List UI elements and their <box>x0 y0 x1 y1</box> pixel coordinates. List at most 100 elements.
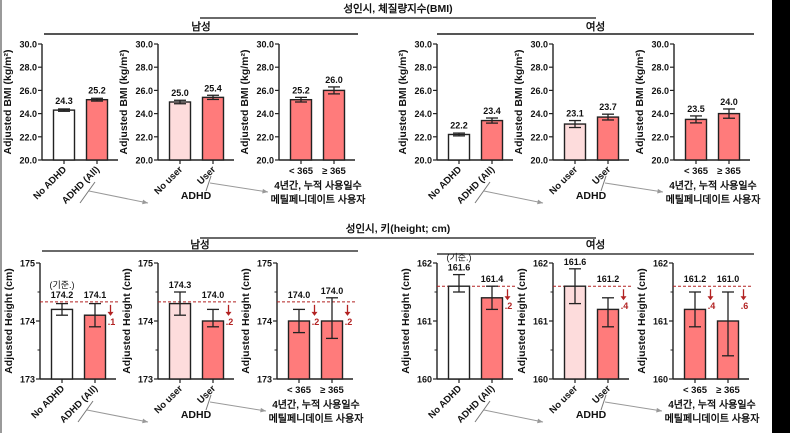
y-tick-label: 162 <box>533 259 548 269</box>
y-tick-label: 24.0 <box>651 109 669 119</box>
drop-arrow-head <box>620 296 627 301</box>
y-tick-label: 20.0 <box>256 156 274 166</box>
connector-arrow-head <box>260 407 266 413</box>
y-tick-label: 20.0 <box>135 156 153 166</box>
y-tick-label: 26.0 <box>651 86 669 96</box>
value-label: 174.0 <box>202 290 225 300</box>
x-axis-title: ADHD <box>576 409 607 421</box>
y-axis-label: Adjusted BMI (kg/m²) <box>118 50 130 155</box>
y-tick-label: 160 <box>653 375 668 385</box>
x-axis-title: ADHD <box>181 190 212 202</box>
y-axis-label: Adjusted BMI (kg/m²) <box>513 50 525 155</box>
drop-value: .2 <box>312 317 320 327</box>
y-tick-label: 30.0 <box>256 40 274 50</box>
x-axis-title: 4년간, 누적 사용일수 <box>669 179 757 192</box>
x-axis-title-2: 메틸페니데이트 사용자 <box>665 412 761 425</box>
value-label: 23.7 <box>599 102 617 112</box>
connector-arrow <box>86 409 149 423</box>
y-tick-label: 26.0 <box>19 86 37 96</box>
y-tick-label: 20.0 <box>19 156 37 166</box>
section-title: 성인시, 체질량지수(BMI) <box>343 2 452 15</box>
connector-arrow <box>209 182 269 193</box>
y-tick-label: 24.0 <box>135 109 153 119</box>
bar <box>322 89 346 161</box>
y-tick-label: 161 <box>417 317 432 327</box>
value-label: 25.2 <box>292 85 310 95</box>
figure-frame <box>0 0 772 433</box>
y-tick-label: 22.0 <box>651 132 669 142</box>
y-axis-label: Adjusted Height (cm) <box>3 268 15 374</box>
x-axis-title-2: 메틸페니데이트 사용자 <box>269 412 365 425</box>
label-underline <box>600 394 607 411</box>
y-tick-label: 22.0 <box>530 132 548 142</box>
value-label: 161.0 <box>717 274 740 284</box>
y-tick-label: 30.0 <box>135 40 153 50</box>
label-underline <box>205 394 212 411</box>
drop-value: .6 <box>741 301 749 311</box>
y-axis-label: Adjusted Height (cm) <box>516 268 528 374</box>
connector-arrow <box>604 182 664 193</box>
value-label: 22.2 <box>450 120 468 130</box>
connector-arrow-head <box>657 188 663 194</box>
drop-value: .2 <box>505 301 513 311</box>
y-axis-label: Adjusted BMI (kg/m²) <box>634 50 646 155</box>
connector-arrow-head <box>656 407 662 413</box>
value-label: 161.6 <box>448 263 471 273</box>
x-category-label: ≥ 365 <box>320 385 344 396</box>
bar <box>50 308 74 380</box>
value-label: 25.0 <box>171 88 189 98</box>
value-label: 23.1 <box>566 109 584 119</box>
y-tick-label: 174 <box>20 317 35 327</box>
y-axis-label: Adjusted Height (cm) <box>240 268 252 374</box>
value-label: 23.5 <box>687 104 705 114</box>
y-tick-label: 161 <box>653 317 668 327</box>
baseline-note: (기준.) <box>446 253 471 263</box>
value-label: 174.2 <box>51 290 74 300</box>
value-label: 161.6 <box>564 257 587 267</box>
drop-arrow-head <box>344 311 351 316</box>
x-category-label: < 365 <box>684 166 709 177</box>
x-axis-title-2: 메틸페니데이트 사용자 <box>271 193 367 206</box>
connector-arrow-head <box>537 199 543 205</box>
bar <box>684 118 708 161</box>
drop-arrow-head <box>107 311 114 316</box>
drop-value: .4 <box>708 301 716 311</box>
y-tick-label: 175 <box>20 259 35 269</box>
label-underline <box>600 175 607 192</box>
y-tick-label: 173 <box>257 375 272 385</box>
drop-value: .2 <box>345 317 353 327</box>
connector-arrow <box>209 401 267 412</box>
y-axis-label: Adjusted Height (cm) <box>400 268 412 374</box>
y-tick-label: 24.0 <box>256 109 274 119</box>
bar <box>52 109 76 161</box>
drop-value: .1 <box>108 317 116 327</box>
y-tick-label: 28.0 <box>530 63 548 73</box>
bar <box>289 98 313 161</box>
y-axis-label: Adjusted BMI (kg/m²) <box>2 50 14 155</box>
y-axis-label: Adjusted BMI (kg/m²) <box>239 50 251 155</box>
value-label: 174.0 <box>288 290 311 300</box>
y-axis-label: Adjusted Height (cm) <box>121 268 133 374</box>
drop-value: .2 <box>226 317 234 327</box>
baseline-note: (기준.) <box>49 280 74 290</box>
bar <box>85 98 109 161</box>
y-tick-label: 26.0 <box>414 86 432 96</box>
x-category-label: ≥ 365 <box>717 166 741 177</box>
x-axis-title: ADHD <box>576 190 607 202</box>
connector-arrow <box>483 409 544 423</box>
y-tick-label: 22.0 <box>19 132 37 142</box>
value-label: 161.2 <box>684 274 707 284</box>
section-title: 성인시, 키(height; cm) <box>346 222 451 235</box>
x-category-label: ≥ 365 <box>322 166 346 177</box>
x-axis-title: ADHD <box>181 409 212 421</box>
label-underline <box>205 175 212 192</box>
y-tick-label: 30.0 <box>530 40 548 50</box>
drop-arrow-head <box>225 311 232 316</box>
drop-arrow-head <box>740 296 747 301</box>
y-tick-label: 28.0 <box>19 63 37 73</box>
x-category-label: ≥ 365 <box>716 385 740 396</box>
label-underline <box>474 181 491 204</box>
y-tick-label: 26.0 <box>530 86 548 96</box>
y-axis-label: Adjusted Height (cm) <box>636 268 648 374</box>
